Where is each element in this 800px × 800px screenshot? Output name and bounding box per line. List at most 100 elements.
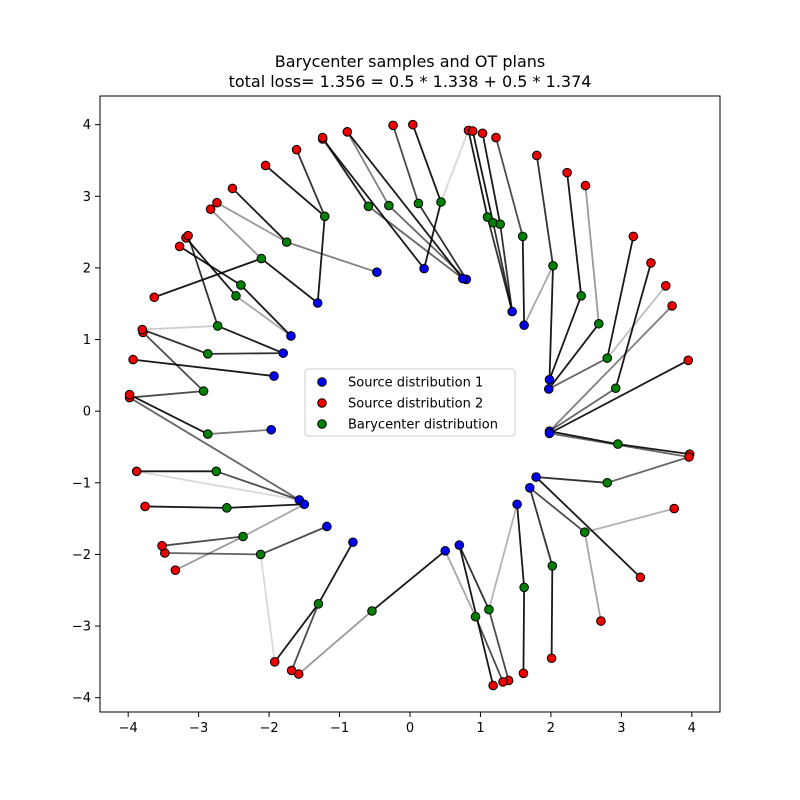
- point-s2-3: [467, 126, 478, 136]
- ot-edge-30: [549, 359, 689, 435]
- ot-edge-86: [286, 241, 378, 274]
- point-s3-23: [238, 531, 248, 542]
- point-s3-10: [594, 318, 604, 329]
- ot-edge-61: [226, 503, 305, 509]
- ot-edge-58: [242, 503, 305, 538]
- point-s3-25: [211, 466, 222, 477]
- ot-edge-46: [458, 544, 490, 610]
- ot-edge-53: [290, 603, 320, 671]
- ot-edge-87: [295, 149, 326, 217]
- point-s3-1: [384, 200, 394, 211]
- ot-edge-73: [207, 352, 284, 355]
- point-s1-12: [299, 499, 310, 510]
- ot-edge-56: [260, 525, 328, 556]
- ot-edge-17: [535, 155, 554, 266]
- y-tick-label: 0: [83, 405, 91, 420]
- y-tick-label: −2: [72, 548, 91, 563]
- ot-edge-44: [488, 504, 518, 610]
- point-s3-3: [436, 197, 446, 207]
- point-s2-1: [408, 119, 418, 130]
- point-s3-22: [255, 549, 266, 560]
- point-s3-15: [579, 527, 590, 538]
- ot-edge-92: [346, 131, 464, 280]
- legend-marker-2: [317, 398, 327, 408]
- point-s2-11: [660, 281, 671, 291]
- point-s2-9: [628, 231, 639, 242]
- ot-edge-31: [549, 430, 619, 445]
- ot-edge-24: [606, 236, 635, 359]
- legend: Source distribution 1 Source distribution…: [304, 368, 516, 437]
- point-s3-12: [610, 383, 621, 394]
- ot-edge-89: [316, 216, 326, 304]
- ot-edge-7: [423, 201, 442, 269]
- point-s3-11: [602, 353, 613, 363]
- ot-edge-38: [583, 532, 602, 622]
- point-s3-27: [198, 386, 209, 396]
- point-s2-36: [137, 324, 148, 335]
- point-s3-13: [613, 439, 623, 449]
- point-s2-23: [488, 680, 498, 691]
- ot-edge-88: [264, 164, 326, 218]
- x-tick-label: −3: [189, 721, 208, 736]
- ot-edge-11: [471, 130, 495, 223]
- point-s3-20: [367, 606, 377, 616]
- x-tick-label: 2: [547, 721, 555, 736]
- x-tick-label: 4: [688, 721, 696, 736]
- point-s2-15: [684, 452, 694, 462]
- point-s2-25: [286, 665, 297, 676]
- point-s2-30: [140, 501, 150, 512]
- point-s3-32: [256, 253, 267, 264]
- point-s2-40: [174, 241, 185, 252]
- point-s2-17: [635, 572, 646, 583]
- ot-edge-37: [584, 507, 675, 534]
- point-s1-13: [322, 521, 332, 532]
- point-s2-33: [124, 389, 135, 400]
- ot-edge-75: [217, 325, 284, 354]
- point-s1-23: [544, 374, 555, 385]
- ot-edge-18: [523, 265, 554, 326]
- ot-edge-43: [522, 587, 526, 674]
- x-tick-label: 3: [617, 721, 625, 736]
- point-s3-14: [602, 477, 613, 488]
- point-s2-48: [342, 127, 353, 137]
- ot-edge-35: [607, 456, 690, 484]
- point-s1-9: [269, 371, 279, 381]
- ot-edge-80: [240, 284, 292, 337]
- y-axis: −4 −3 −2 −1 0 1 2 3 4: [72, 118, 100, 706]
- point-s3-0: [363, 201, 374, 212]
- ot-edge-22: [584, 185, 600, 324]
- ot-edge-50: [371, 550, 446, 612]
- point-s3-34: [319, 211, 330, 222]
- y-tick-label: −4: [72, 691, 91, 706]
- legend-label-1: Source distribution 1: [348, 376, 483, 391]
- ot-edge-14: [499, 224, 514, 312]
- x-tick-label: −4: [119, 721, 138, 736]
- point-s1-10: [266, 424, 277, 435]
- ot-edge-82: [260, 257, 319, 304]
- x-tick-label: −1: [330, 721, 349, 736]
- point-s2-12: [667, 301, 677, 311]
- point-s1-17: [512, 499, 522, 510]
- point-s2-22: [498, 677, 508, 687]
- ot-edge-28: [549, 387, 617, 432]
- y-tick-label: −3: [72, 620, 91, 635]
- point-s2-18: [596, 616, 606, 626]
- ot-edge-52: [317, 541, 354, 605]
- ot-edge-39: [535, 476, 642, 578]
- point-s1-1: [419, 263, 429, 274]
- point-s3-33: [281, 237, 292, 247]
- y-tick-label: 2: [83, 261, 91, 276]
- legend-marker-3: [317, 419, 327, 429]
- point-s2-29: [157, 541, 167, 551]
- ot-edge-68: [129, 393, 209, 435]
- ot-edge-81: [153, 257, 262, 299]
- y-tick-label: 4: [83, 118, 91, 133]
- point-s3-4: [482, 212, 493, 222]
- point-s2-37: [149, 292, 160, 303]
- y-tick-label: −1: [72, 476, 91, 491]
- point-s1-16: [454, 540, 465, 550]
- point-s2-10: [646, 258, 656, 268]
- x-tick-label: −2: [260, 721, 279, 736]
- point-s2-13: [683, 355, 694, 366]
- ot-edge-4: [392, 125, 420, 204]
